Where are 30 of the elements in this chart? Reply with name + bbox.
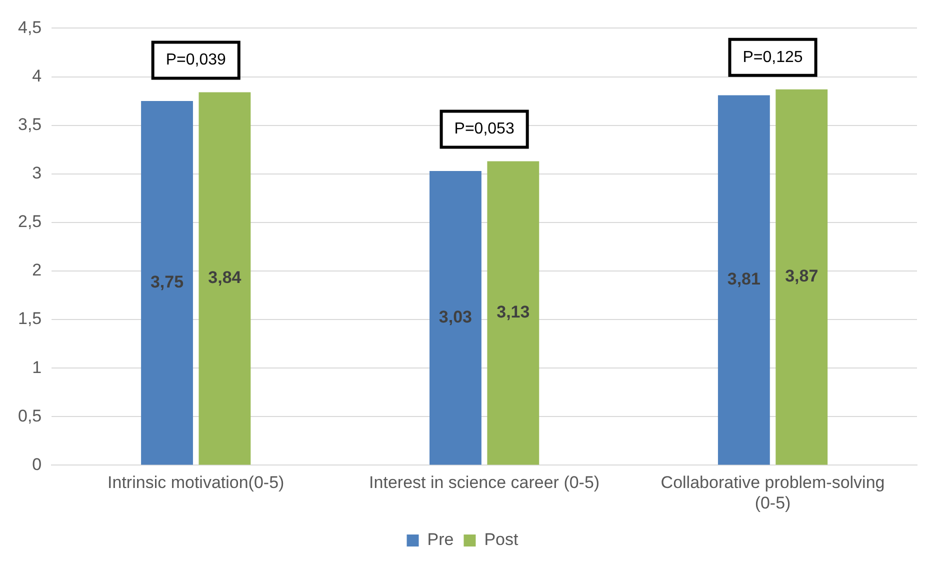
y-tick-label: 4,5 <box>18 18 42 37</box>
annotation: P=0,039 <box>166 52 226 69</box>
y-tick-label: 0,5 <box>18 406 42 426</box>
y-tick-label: 3 <box>32 164 42 183</box>
x-tick-label: Collaborative problem-solving (0-5) <box>660 473 885 512</box>
data-label: 3,84 <box>208 268 242 288</box>
y-tick-label: 0 <box>32 454 42 474</box>
y-tick-label: 1 <box>32 358 42 377</box>
data-label: 3,75 <box>150 272 184 292</box>
data-label: 3,87 <box>785 266 818 286</box>
x-tick-label: Intrinsic motivation(0-5) <box>108 473 284 492</box>
bar <box>776 89 828 465</box>
bar <box>430 170 482 465</box>
annotation: P=0,125 <box>742 48 803 66</box>
annotation: P=0,053 <box>454 120 514 138</box>
bar <box>141 101 193 465</box>
y-tick-label: 3,5 <box>18 115 42 134</box>
y-tick-label: 2,5 <box>18 212 42 232</box>
data-label: 3,81 <box>727 270 760 289</box>
bar <box>198 92 251 465</box>
data-label: 3,13 <box>496 302 530 322</box>
data-label: 3,03 <box>438 308 472 327</box>
legend-label: Pre <box>427 530 454 550</box>
x-tick-label: Interest in science career (0-5) <box>369 473 600 492</box>
bar <box>487 161 540 465</box>
y-tick-label: 2 <box>32 260 42 280</box>
bar <box>718 95 770 465</box>
y-tick-label: 1,5 <box>18 309 42 328</box>
legend-label: Post <box>484 530 519 550</box>
y-tick-label: 4 <box>32 66 42 86</box>
